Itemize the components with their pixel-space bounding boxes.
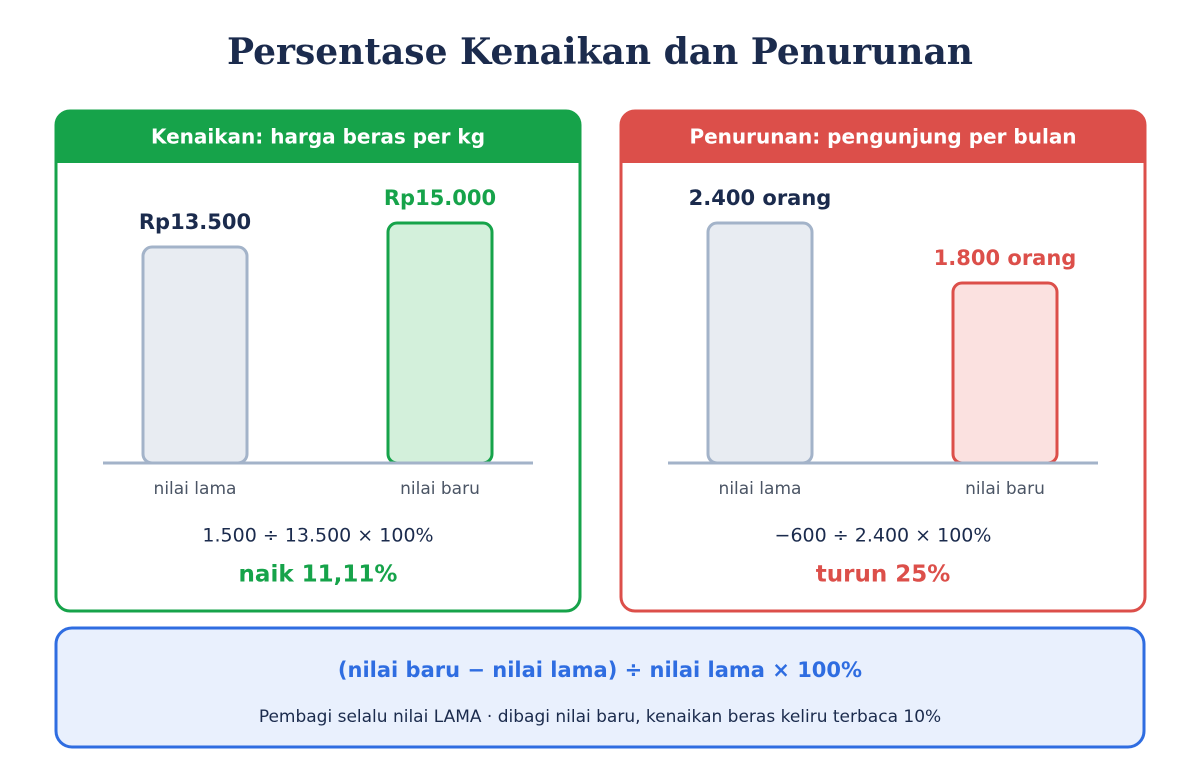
formula: 1.500 ÷ 13.500 × 100% bbox=[202, 525, 433, 547]
summary-formula: (nilai baru − nilai lama) ÷ nilai lama ×… bbox=[338, 658, 862, 682]
formula: −600 ÷ 2.400 × 100% bbox=[775, 525, 992, 547]
panel-header bbox=[56, 141, 580, 163]
panel-title: Penurunan: pengunjung per bulan bbox=[689, 125, 1076, 149]
page-title: Persentase Kenaikan dan Penurunan bbox=[227, 31, 973, 73]
category-label: nilai lama bbox=[154, 479, 237, 499]
bar bbox=[706, 221, 814, 465]
value-label: 1.800 orang bbox=[934, 246, 1077, 270]
panel-header bbox=[621, 141, 1145, 163]
value-label: Rp13.500 bbox=[139, 210, 251, 234]
bar bbox=[141, 245, 249, 465]
result: naik 11,11% bbox=[239, 562, 398, 588]
value-label: 2.400 orang bbox=[689, 186, 832, 210]
category-label: nilai baru bbox=[400, 479, 480, 499]
category-label: nilai lama bbox=[719, 479, 802, 499]
panel-border bbox=[54, 109, 582, 613]
category-label: nilai baru bbox=[965, 479, 1045, 499]
panel-border bbox=[619, 109, 1147, 613]
value-label: Rp15.000 bbox=[384, 186, 496, 210]
panel-title: Kenaikan: harga beras per kg bbox=[151, 125, 485, 149]
bar bbox=[386, 221, 494, 465]
summary-box bbox=[54, 626, 1146, 749]
summary-note: Pembagi selalu nilai LAMA · dibagi nilai… bbox=[259, 707, 941, 727]
bar bbox=[951, 281, 1059, 465]
result: turun 25% bbox=[816, 562, 951, 588]
